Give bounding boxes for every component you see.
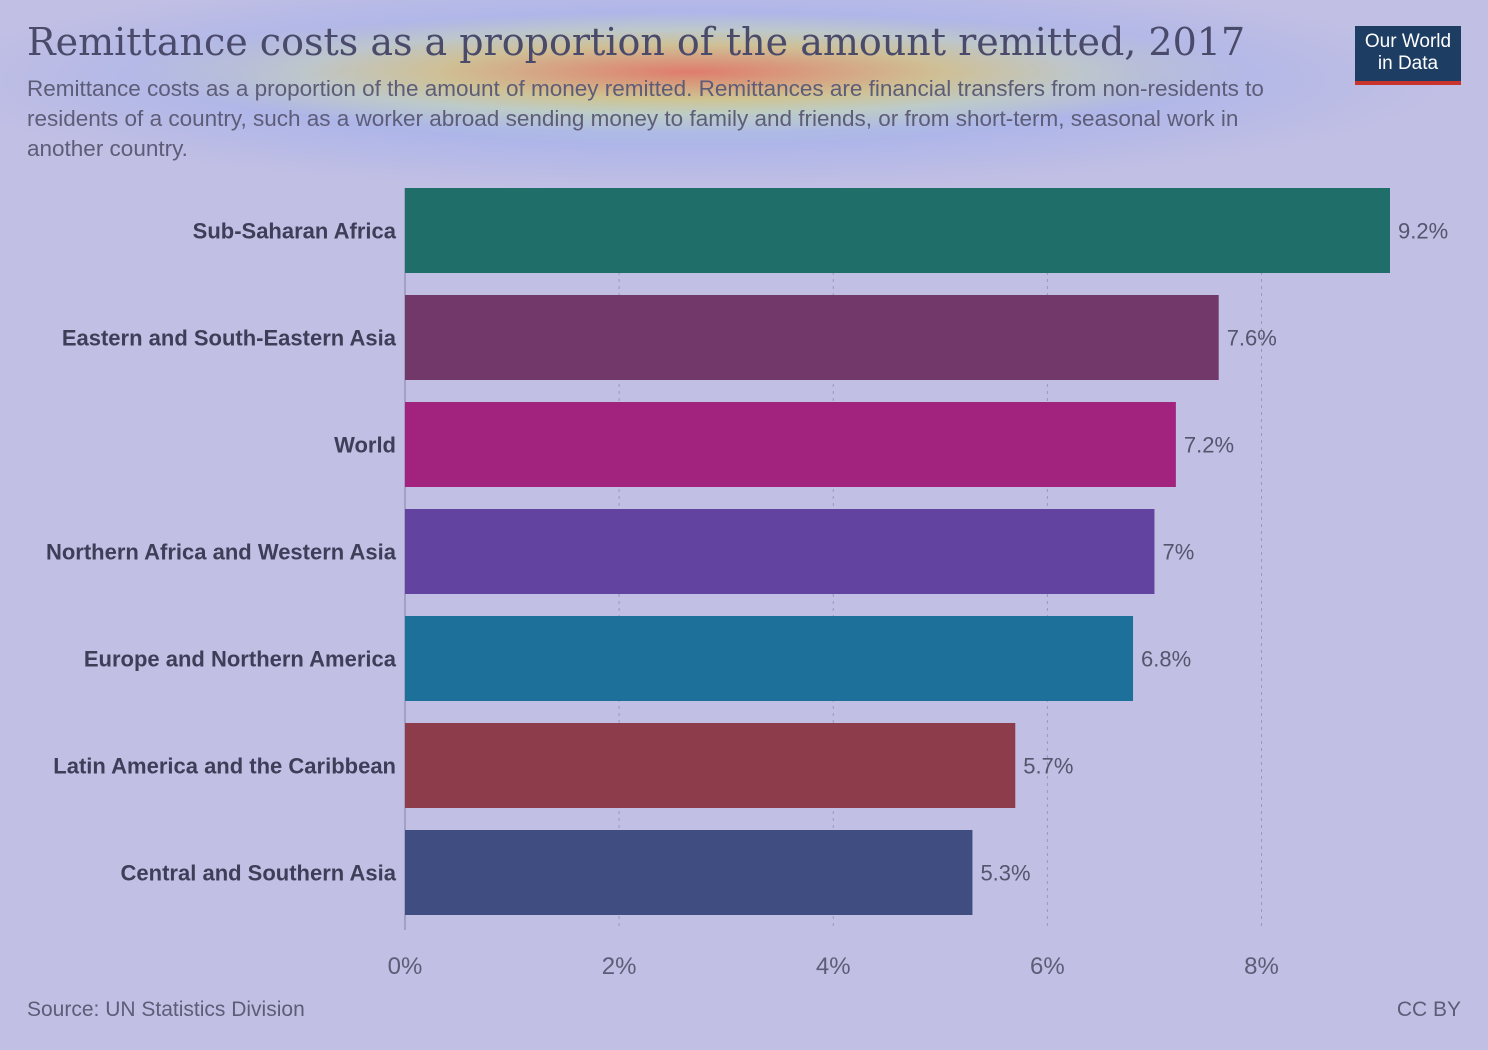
category-label: Northern Africa and Western Asia: [46, 540, 397, 565]
owid-logo[interactable]: Our World in Data: [1355, 26, 1461, 85]
x-tick-label: 0%: [388, 953, 423, 980]
chart-title: Remittance costs as a proportion of the …: [27, 20, 1246, 64]
bar[interactable]: [405, 723, 1016, 808]
value-label: 7.6%: [1227, 326, 1277, 351]
x-tick-label: 4%: [816, 953, 851, 980]
chart-subtitle: Remittance costs as a proportion of the …: [27, 76, 1264, 161]
category-label: World: [334, 433, 396, 458]
value-label: 5.7%: [1023, 754, 1073, 779]
bar[interactable]: [405, 402, 1176, 487]
value-label: 7%: [1162, 540, 1194, 565]
category-label: Latin America and the Caribbean: [53, 754, 396, 779]
bar[interactable]: [405, 830, 973, 915]
bar[interactable]: [405, 509, 1155, 594]
logo-line-1: Our World: [1364, 31, 1452, 52]
bar[interactable]: [405, 295, 1219, 380]
value-label: 5.3%: [980, 861, 1030, 886]
category-label: Sub-Saharan Africa: [193, 219, 397, 244]
x-tick-label: 6%: [1030, 953, 1065, 980]
category-label: Eastern and South-Eastern Asia: [62, 326, 397, 351]
value-label: 6.8%: [1141, 647, 1191, 672]
bar[interactable]: [405, 616, 1134, 701]
category-label: Central and Southern Asia: [121, 861, 397, 886]
source-note[interactable]: Source: UN Statistics Division: [27, 998, 305, 1021]
x-tick-label: 8%: [1244, 953, 1279, 980]
x-tick-label: 2%: [602, 953, 637, 980]
value-label: 9.2%: [1398, 219, 1448, 244]
category-label: Europe and Northern America: [84, 647, 397, 672]
logo-line-2: in Data: [1377, 53, 1439, 74]
value-label: 7.2%: [1184, 433, 1234, 458]
bar[interactable]: [405, 188, 1390, 273]
license-link[interactable]: CC BY: [1396, 998, 1461, 1021]
